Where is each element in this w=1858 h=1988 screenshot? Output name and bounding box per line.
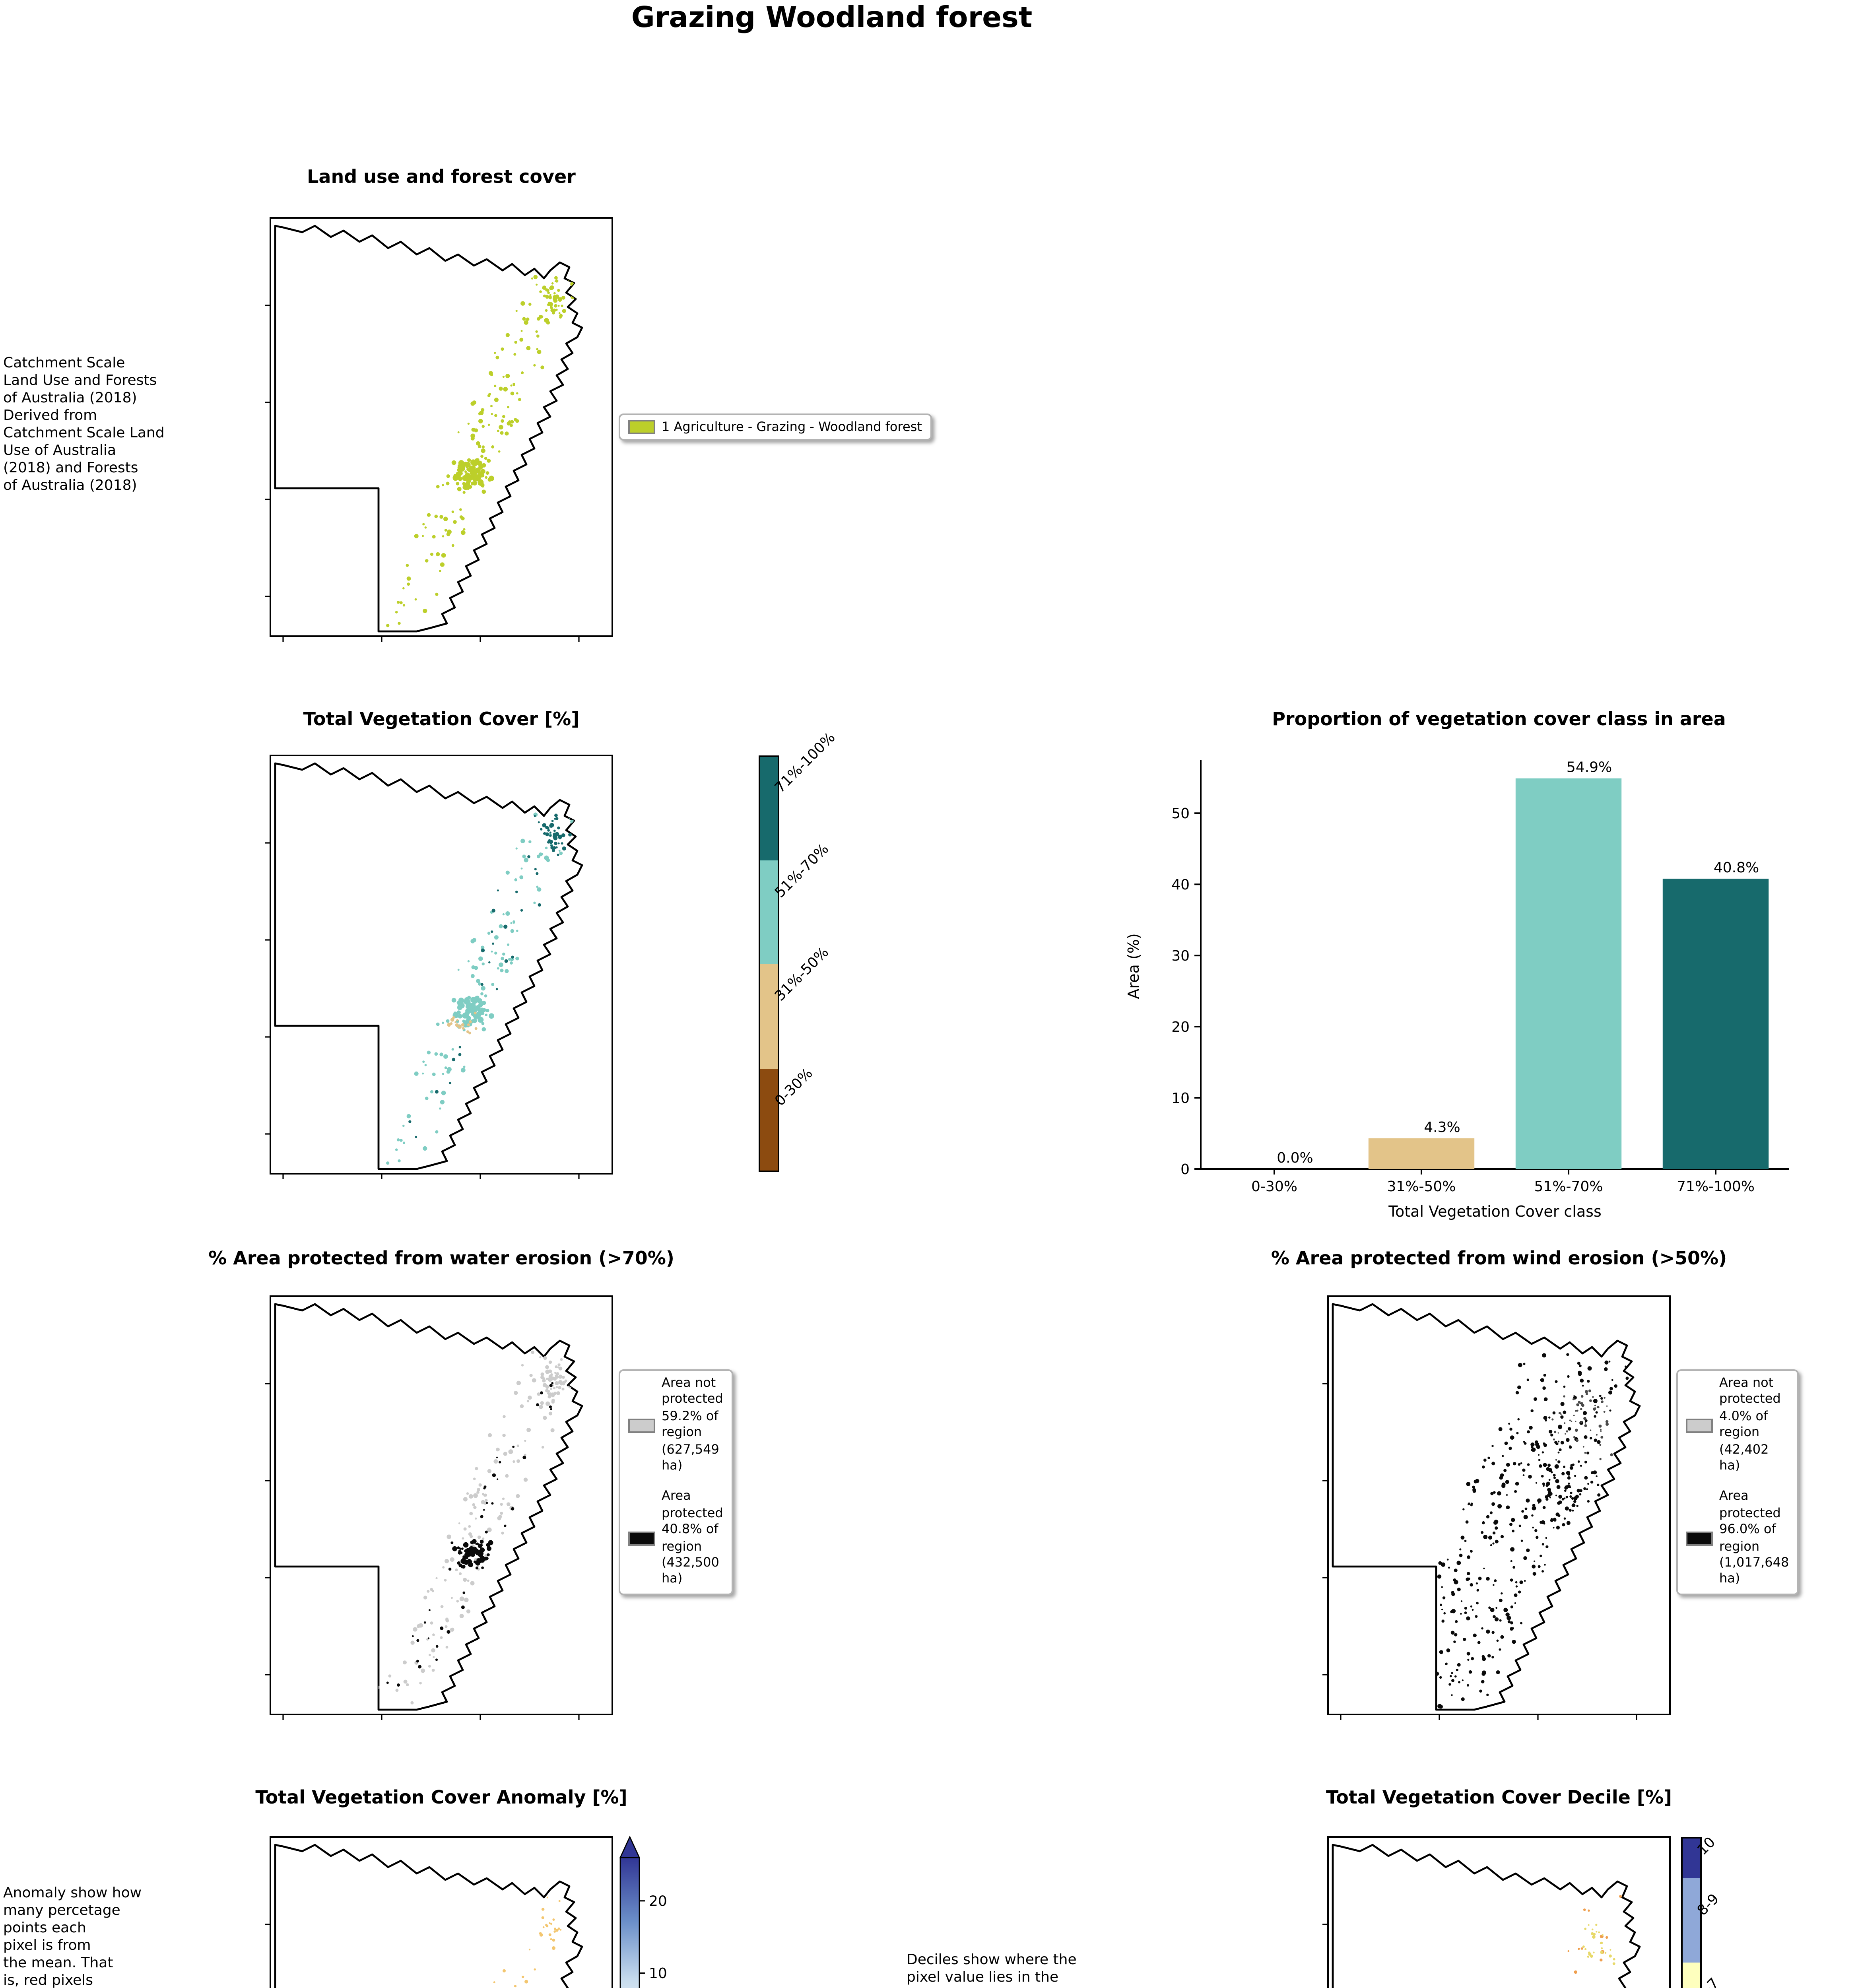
- svg-text:20: 20: [649, 1893, 667, 1910]
- landuse-legend: 1 Agriculture - Grazing - Woodland fores…: [619, 414, 932, 441]
- landuse-source-note: Catchment Scale Land Use and Forests of …: [3, 356, 165, 495]
- decile-panel-title: Total Vegetation Cover Decile [%]: [1326, 1786, 1672, 1808]
- wind-erosion-map: [1322, 1295, 1671, 1720]
- svg-text:0: 0: [1180, 1161, 1190, 1178]
- svg-text:40.8%: 40.8%: [1714, 860, 1759, 876]
- svg-text:31%-50%: 31%-50%: [1387, 1178, 1456, 1195]
- anomaly-note: Anomaly show how many percetage points e…: [3, 1886, 142, 1988]
- svg-text:Area (%): Area (%): [1125, 933, 1142, 999]
- colorbar-class-label: 71%-100%: [773, 730, 839, 797]
- proportion-bar-chart: 0 10 20 30 40 50 0-30% 0.0% 31%-50% 4.3% 51%-70% 54…: [1113, 700, 1821, 1233]
- area-protected-label: Area protected 96.0% of region (1,017,64…: [1719, 1489, 1789, 1586]
- decile-note: Deciles show where the pixel value lies …: [907, 1953, 1077, 1988]
- anomaly-panel-title: Total Vegetation Cover Anomaly [%]: [255, 1786, 627, 1808]
- landuse-panel-title: Land use and forest cover: [307, 165, 576, 188]
- svg-text:0.0%: 0.0%: [1277, 1150, 1313, 1166]
- anomaly-colorbar: 20100−10−20: [619, 1835, 716, 1988]
- veg-cover-panel-title: Total Vegetation Cover [%]: [303, 708, 580, 730]
- area-not-protected-swatch: [628, 1418, 655, 1433]
- water-erosion-legend: Area not protected 59.2% of region (627,…: [619, 1369, 733, 1595]
- svg-text:0-30%: 0-30%: [1251, 1178, 1297, 1195]
- svg-text:20: 20: [1171, 1019, 1190, 1035]
- legend-entry: Area not protected 4.0% of region (42,40…: [1686, 1376, 1789, 1475]
- veg-cover-colorbar: 71%-100% 51%-70% 31%-50% 0-30%: [759, 730, 839, 1172]
- landuse-legend-swatch: [628, 420, 655, 434]
- svg-text:4.3%: 4.3%: [1424, 1119, 1460, 1136]
- water-erosion-map: [265, 1295, 613, 1720]
- colorbar-class-label: 51%-70%: [773, 841, 833, 901]
- wind-erosion-panel-title: % Area protected from wind erosion (>50%…: [1271, 1247, 1727, 1269]
- svg-text:Total Vegetation Cover class: Total Vegetation Cover class: [1388, 1203, 1602, 1220]
- water-erosion-panel-title: % Area protected from water erosion (>70…: [208, 1247, 674, 1269]
- svg-text:10: 10: [1171, 1090, 1190, 1107]
- area-not-protected-swatch: [1686, 1418, 1713, 1433]
- area-not-protected-label: Area not protected 4.0% of region (42,40…: [1719, 1376, 1781, 1473]
- svg-text:51%-70%: 51%-70%: [1534, 1178, 1603, 1195]
- area-protected-swatch: [628, 1532, 655, 1546]
- legend-entry: Area protected 96.0% of region (1,017,64…: [1686, 1489, 1789, 1588]
- page-title: Grazing Woodland forest: [631, 2, 1033, 35]
- decile-colorbar: 108-94-72-31: [1681, 1836, 1723, 1988]
- veg-cover-map: [265, 755, 613, 1179]
- svg-text:71%-100%: 71%-100%: [1677, 1178, 1755, 1195]
- wind-erosion-legend: Area not protected 4.0% of region (42,40…: [1676, 1369, 1799, 1595]
- svg-text:40: 40: [1171, 877, 1190, 893]
- area-not-protected-label: Area not protected 59.2% of region (627,…: [662, 1376, 723, 1473]
- svg-text:10: 10: [649, 1965, 667, 1982]
- legend-entry: Area not protected 59.2% of region (627,…: [628, 1376, 723, 1475]
- area-protected-label: Area protected 40.8% of region (432,500 …: [662, 1489, 723, 1586]
- landuse-legend-label: 1 Agriculture - Grazing - Woodland fores…: [662, 420, 922, 434]
- legend-entry: Area protected 40.8% of region (432,500 …: [628, 1489, 723, 1588]
- decile-map: [1322, 1836, 1671, 1988]
- svg-text:30: 30: [1171, 948, 1190, 964]
- proportion-chart-title: Proportion of vegetation cover class in …: [1272, 708, 1726, 730]
- colorbar-class-label: 31%-50%: [773, 945, 833, 1005]
- landuse-map: [265, 217, 613, 642]
- svg-text:54.9%: 54.9%: [1567, 759, 1612, 776]
- svg-text:50: 50: [1171, 806, 1190, 822]
- colorbar-class-label: 0-30%: [773, 1065, 817, 1109]
- area-protected-swatch: [1686, 1532, 1713, 1546]
- anomaly-map: [265, 1836, 613, 1988]
